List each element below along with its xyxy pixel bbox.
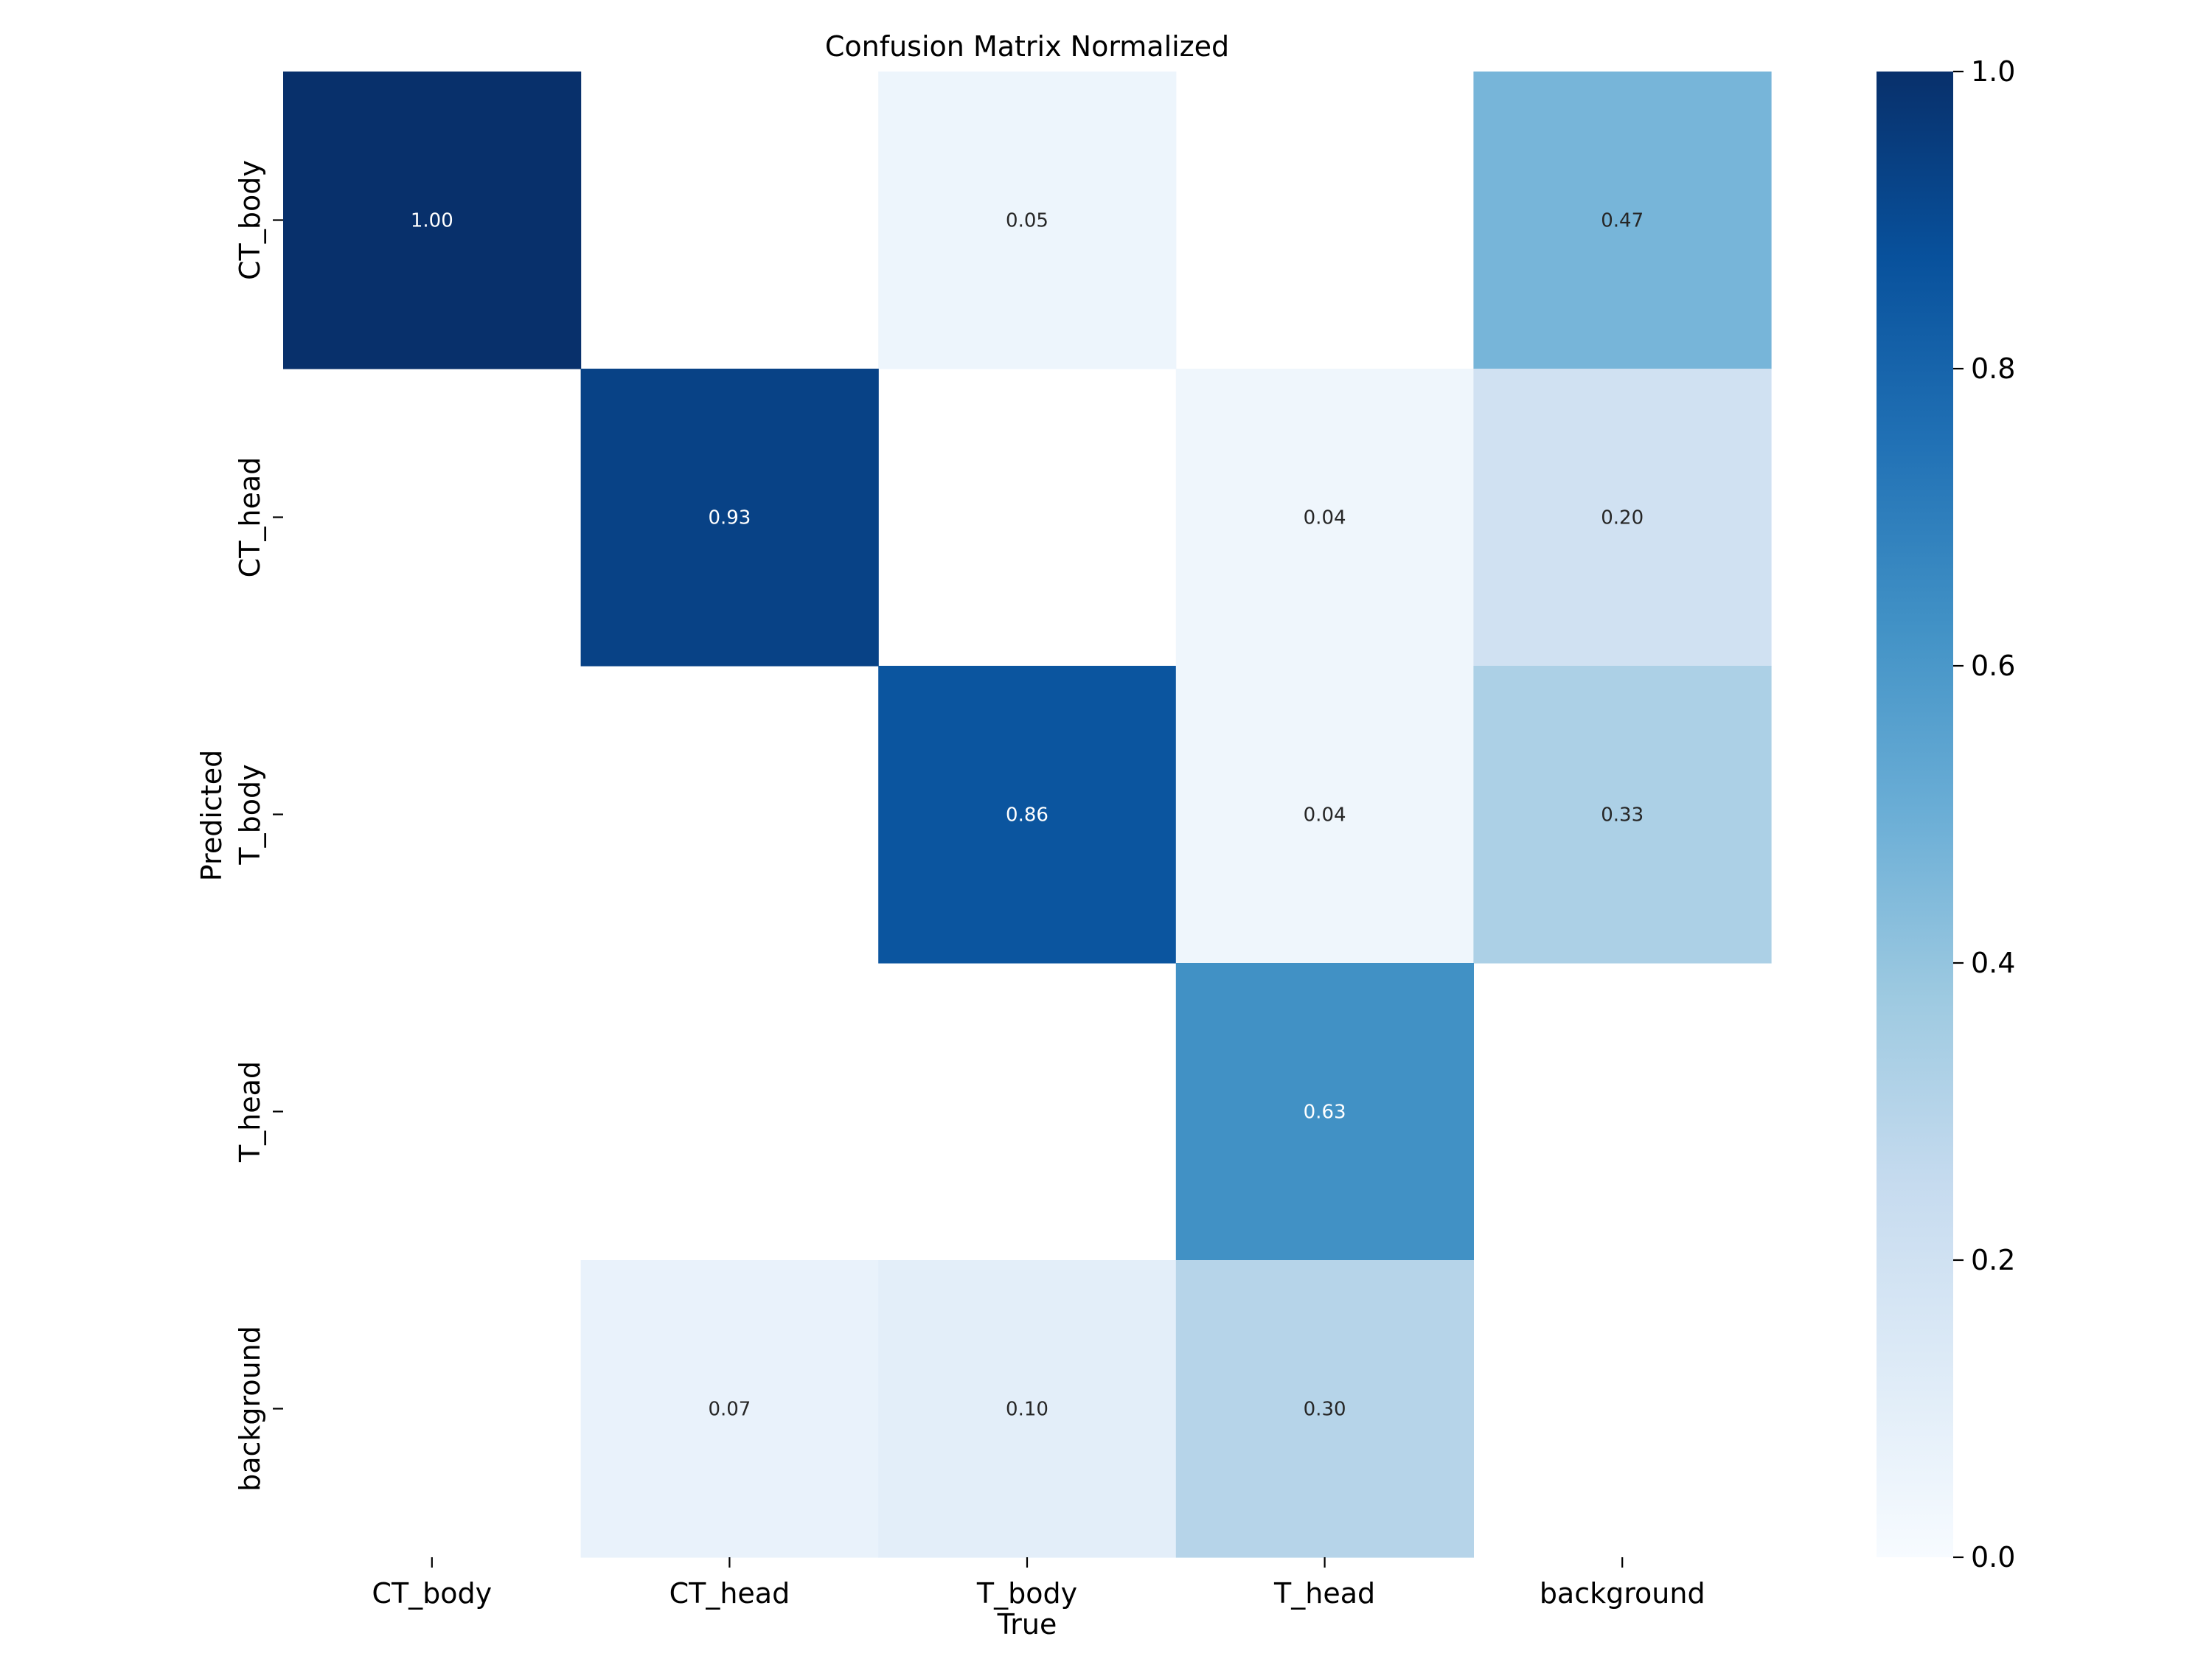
x-axis-ticks: CT_body CT_head T_body T_head background bbox=[372, 1557, 1705, 1610]
colorbar-ticks: 0.0 0.2 0.4 0.6 0.8 1.0 bbox=[1953, 55, 2015, 1573]
heatmap-cell-CT_head-background bbox=[1473, 369, 1772, 667]
heatmap-cell-T_body-T_head bbox=[1175, 666, 1474, 964]
colorbar-tick-label: 0.4 bbox=[1971, 947, 2015, 979]
heatmap-cell-background-T_head bbox=[1175, 1260, 1474, 1558]
y-tick-label: T_head bbox=[234, 1061, 266, 1163]
cell-value-label: 0.04 bbox=[1304, 804, 1346, 827]
x-tick-label: T_head bbox=[1273, 1577, 1375, 1610]
x-tick-label: background bbox=[1540, 1577, 1705, 1610]
y-tick-label: background bbox=[234, 1326, 266, 1492]
heatmap-cell-CT_body-T_body bbox=[878, 72, 1177, 369]
heatmap-cell-CT_body-CT_body bbox=[283, 72, 582, 369]
y-tick-label: CT_body bbox=[234, 160, 266, 280]
cell-value-label: 0.05 bbox=[1006, 210, 1048, 232]
cell-value-label: 0.33 bbox=[1601, 804, 1644, 827]
cell-value-label: 1.00 bbox=[411, 210, 453, 232]
y-axis-label: Predicted bbox=[195, 750, 228, 881]
y-tick-label: CT_head bbox=[234, 457, 266, 578]
heatmap-cell-CT_head-CT_head bbox=[580, 369, 879, 667]
cell-value-label: 0.86 bbox=[1006, 804, 1048, 827]
heatmap-cell-background-T_body bbox=[878, 1260, 1177, 1558]
y-tick-label: T_body bbox=[234, 764, 266, 865]
x-tick-label: CT_body bbox=[372, 1577, 492, 1610]
cell-value-label: 0.04 bbox=[1304, 507, 1346, 529]
cell-value-label: 0.07 bbox=[708, 1399, 751, 1421]
cell-value-label: 0.30 bbox=[1304, 1399, 1346, 1421]
heatmap-cell-T_body-T_body bbox=[878, 666, 1177, 964]
x-axis-label: True bbox=[997, 1608, 1057, 1641]
cell-value-label: 0.20 bbox=[1601, 507, 1644, 529]
cell-value-label: 0.10 bbox=[1006, 1399, 1048, 1421]
x-tick-label: CT_head bbox=[669, 1577, 790, 1610]
heatmap-cell-T_body-background bbox=[1473, 666, 1772, 964]
colorbar-tick-label: 0.2 bbox=[1971, 1244, 2015, 1276]
colorbar-tick-label: 0.6 bbox=[1971, 650, 2015, 682]
cell-value-label: 0.47 bbox=[1601, 210, 1644, 232]
colorbar-tick-label: 0.0 bbox=[1971, 1541, 2015, 1573]
heatmap-cell-labels: 1.00 0.05 0.47 0.93 0.04 0.20 0.86 0.04 0.33 0.63… bbox=[411, 210, 1644, 1421]
heatmap-cell-T_head-T_head bbox=[1175, 963, 1474, 1261]
heatmap-cell-CT_head-T_head bbox=[1175, 369, 1474, 667]
x-tick-label: T_body bbox=[976, 1577, 1077, 1610]
colorbar-tick-label: 0.8 bbox=[1971, 352, 2015, 385]
colorbar-tick-label: 1.0 bbox=[1971, 55, 2015, 88]
colorbar bbox=[1877, 72, 1953, 1557]
cell-value-label: 0.93 bbox=[708, 507, 751, 529]
y-axis-ticks: CT_body CT_head T_body T_head background bbox=[234, 160, 283, 1492]
chart-title: Confusion Matrix Normalized bbox=[825, 30, 1229, 63]
heatmap-cell-CT_body-background bbox=[1473, 72, 1772, 369]
cell-value-label: 0.63 bbox=[1304, 1102, 1346, 1124]
heatmap-cell-background-CT_head bbox=[580, 1260, 879, 1558]
heatmap-cells bbox=[283, 72, 1772, 1558]
